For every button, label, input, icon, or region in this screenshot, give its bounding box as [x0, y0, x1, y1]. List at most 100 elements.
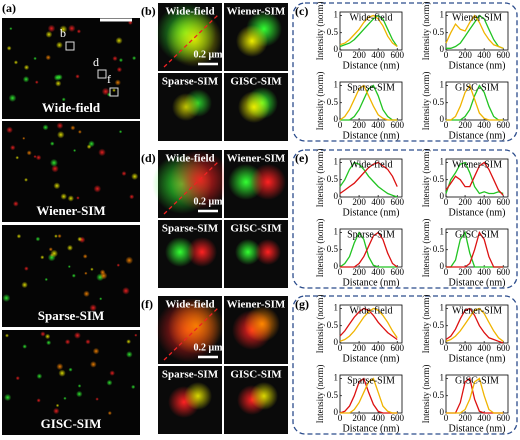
spot	[76, 29, 82, 34]
roi-label: d	[93, 55, 99, 69]
profile-curve	[446, 377, 504, 414]
zoom-image	[156, 3, 222, 71]
zoom-image	[158, 220, 222, 288]
y-axis-label: Intensity (norm)	[315, 365, 325, 424]
spot	[132, 56, 137, 61]
spot	[129, 194, 135, 200]
profile-curve	[339, 307, 398, 341]
spot	[40, 331, 46, 337]
spot	[168, 298, 224, 354]
y-tick-label: 0.5	[327, 390, 339, 400]
image-label: Wiener-SIM	[227, 153, 286, 165]
spot	[116, 263, 121, 267]
scale-bar-label: 3 μm	[103, 1, 129, 15]
spot	[114, 79, 121, 86]
image-label: Sparse-SIM	[162, 76, 219, 88]
x-axis-label: Distance (nm)	[449, 207, 506, 218]
y-tick-label: 0	[440, 407, 445, 417]
spot	[45, 54, 51, 61]
spot	[122, 287, 130, 295]
y-tick-label: 1	[334, 227, 339, 237]
spot	[59, 25, 68, 34]
profile-curve	[445, 307, 504, 344]
spot	[77, 129, 82, 134]
spot	[60, 193, 68, 200]
roi-box	[109, 87, 119, 97]
spot	[73, 331, 81, 339]
spot	[5, 333, 9, 338]
roi-label: f	[107, 72, 111, 86]
spot	[116, 66, 123, 73]
y-tick-label: 0.5	[327, 320, 339, 330]
spot	[92, 347, 100, 355]
profile-curve	[339, 84, 398, 121]
profile-curve	[340, 377, 398, 414]
y-tick-label: 0	[334, 261, 339, 271]
y-axis-label: Intensity (norm)	[421, 295, 431, 354]
image-label: Wide-field	[165, 6, 214, 18]
y-tick-label: 1	[440, 227, 445, 237]
plot-title: Sparse-SIM	[347, 229, 395, 240]
x-tick-label: 0	[338, 413, 343, 423]
y-tick-label: 1	[440, 80, 445, 90]
plot-area	[339, 228, 403, 268]
spot	[93, 184, 102, 193]
y-tick-label: 0	[440, 261, 445, 271]
spot	[131, 172, 139, 181]
x-tick-label: 200	[352, 197, 366, 207]
y-tick-label: 0	[334, 44, 339, 54]
x-tick-label: 600	[390, 120, 404, 130]
profile-curve	[445, 161, 504, 195]
roi-box	[97, 69, 107, 79]
y-tick-label: 0.5	[433, 97, 445, 107]
spot	[88, 140, 95, 148]
zoom-image	[224, 366, 288, 434]
spot	[36, 373, 43, 380]
x-tick-label: 0	[444, 413, 449, 423]
plot-area	[445, 374, 509, 414]
x-axis-label: Distance (nm)	[343, 207, 400, 218]
x-tick-label: 400	[477, 120, 491, 130]
spot	[131, 384, 136, 390]
spot	[52, 407, 60, 415]
profile-curve	[445, 161, 504, 196]
spot	[10, 144, 16, 151]
spot	[172, 93, 200, 121]
plot-title: Wide-field	[350, 12, 393, 23]
plot-area	[339, 11, 403, 51]
y-axis-label: Intensity (norm)	[421, 2, 431, 61]
x-tick-label: 200	[352, 343, 366, 353]
profile-line	[163, 14, 219, 68]
plot-area	[339, 81, 403, 121]
spot	[250, 382, 278, 410]
spot	[44, 333, 51, 340]
spot	[89, 304, 97, 312]
panel-label: (f)	[141, 297, 153, 311]
y-axis-label: Intensity (norm)	[315, 72, 325, 131]
image-label: Sparse-SIM	[38, 308, 104, 323]
y-tick-label: 0.5	[433, 174, 445, 184]
spot	[187, 237, 217, 267]
plot-area	[445, 11, 509, 51]
image-label: GISC-SIM	[41, 416, 102, 431]
spot	[68, 367, 73, 372]
y-axis-label: Intensity (norm)	[315, 149, 325, 208]
spot	[16, 233, 22, 239]
spot	[50, 249, 59, 258]
spot	[125, 256, 134, 265]
spot	[70, 125, 76, 131]
y-tick-label: 0	[334, 407, 339, 417]
image-label: GISC-SIM	[230, 76, 282, 88]
y-axis-label: Intensity (norm)	[421, 72, 431, 131]
spot	[99, 271, 108, 280]
plot-title: GISC-SIM	[455, 375, 499, 386]
spot	[238, 91, 270, 123]
profile-curve	[339, 231, 398, 268]
spot	[22, 344, 28, 349]
y-tick-label: 0	[440, 114, 445, 124]
x-tick-label: 600	[496, 343, 510, 353]
spot	[99, 297, 103, 301]
profile-curve	[446, 84, 504, 121]
plot-title: Wiener-SIM	[452, 12, 502, 23]
